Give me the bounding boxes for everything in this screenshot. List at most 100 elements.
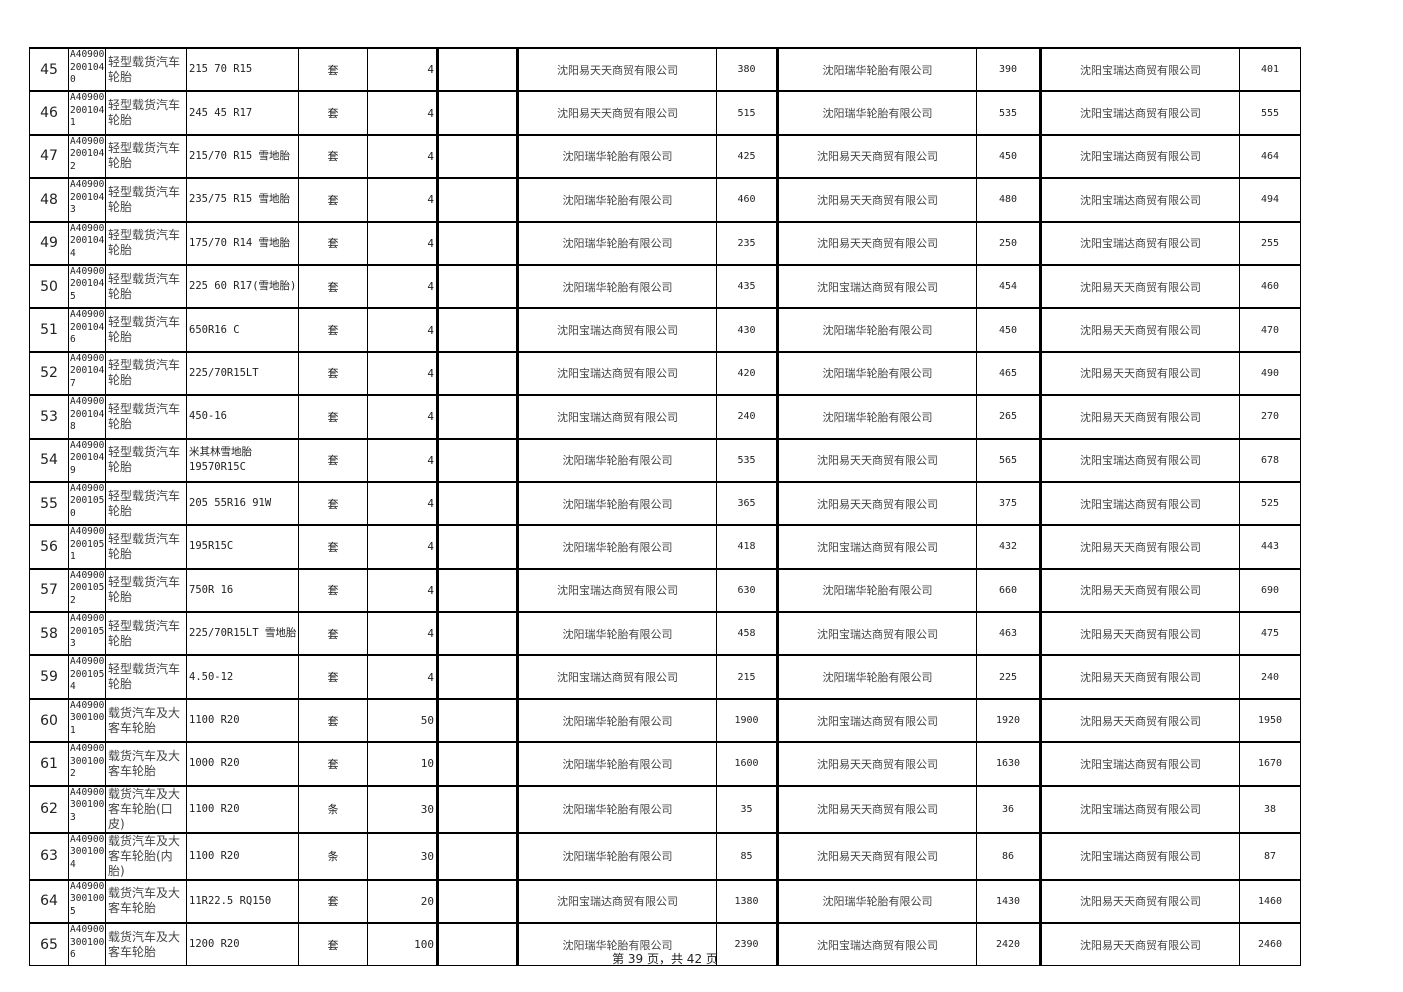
quantity: 4	[367, 524, 438, 570]
blank-cell	[436, 879, 518, 924]
table-row: 48 A409002001043 轻型载货汽车轮胎 235/75 R15 雪地胎套 4 沈…	[29, 177, 1301, 223]
supplier-1: 沈阳瑞华轮胎有限公司	[516, 741, 717, 787]
price-2: 432	[976, 524, 1041, 570]
price-3: 525	[1239, 481, 1301, 526]
item-code: A409002001049	[68, 438, 106, 483]
price-3: 270	[1239, 394, 1301, 440]
supplier-1: 沈阳易天天商贸有限公司	[516, 90, 717, 136]
supplier-2: 沈阳易天天商贸有限公司	[776, 741, 977, 787]
quantity: 50	[367, 698, 438, 743]
price-1: 458	[716, 611, 778, 656]
price-1: 1600	[716, 741, 778, 787]
row-number: 65	[29, 922, 69, 967]
item-name: 轻型载货汽车轮胎	[105, 568, 187, 613]
supplier-3: 沈阳宝瑞达商贸有限公司	[1039, 177, 1240, 223]
price-2: 660	[976, 568, 1041, 613]
quantity: 4	[367, 568, 438, 613]
row-number: 51	[29, 307, 69, 353]
price-3: 475	[1239, 611, 1301, 656]
unit: 套	[298, 177, 368, 223]
item-spec: 1200 R20	[186, 922, 299, 967]
price-2: 463	[976, 611, 1041, 656]
quantity: 4	[367, 394, 438, 440]
price-1: 85	[716, 832, 778, 881]
supplier-1: 沈阳宝瑞达商贸有限公司	[516, 351, 717, 396]
table-row: 54 A409002001049 轻型载货汽车轮胎 米其林雪地胎 19570R15C 套…	[29, 438, 1301, 483]
supplier-2: 沈阳瑞华轮胎有限公司	[776, 654, 977, 700]
quantity: 30	[367, 832, 438, 881]
row-number: 63	[29, 832, 69, 881]
price-3: 2460	[1239, 922, 1301, 967]
supplier-1: 沈阳宝瑞达商贸有限公司	[516, 307, 717, 353]
supplier-3: 沈阳宝瑞达商贸有限公司	[1039, 832, 1240, 881]
table-row: 58 A409002001053 轻型载货汽车轮胎 225/70R15LT 雪地胎套 4…	[29, 611, 1301, 656]
row-number: 46	[29, 90, 69, 136]
price-1: 215	[716, 654, 778, 700]
price-1: 35	[716, 785, 778, 834]
row-number: 60	[29, 698, 69, 743]
price-1: 365	[716, 481, 778, 526]
item-spec: 205 55R16 91W	[186, 481, 299, 526]
item-name: 轻型载货汽车轮胎	[105, 134, 187, 179]
supplier-2: 沈阳易天天商贸有限公司	[776, 832, 977, 881]
blank-cell	[436, 134, 518, 179]
table-row: 60 A409003001001 载货汽车及大客车轮胎 1100 R20 套 50 沈阳瑞华…	[29, 698, 1301, 743]
supplier-1: 沈阳瑞华轮胎有限公司	[516, 264, 717, 309]
item-spec: 1000 R20	[186, 741, 299, 787]
unit: 套	[298, 351, 368, 396]
supplier-1: 沈阳宝瑞达商贸有限公司	[516, 879, 717, 924]
unit: 套	[298, 90, 368, 136]
supplier-2: 沈阳瑞华轮胎有限公司	[776, 351, 977, 396]
price-1: 418	[716, 524, 778, 570]
price-2: 1630	[976, 741, 1041, 787]
item-name: 载货汽车及大客车轮胎	[105, 698, 187, 743]
quantity: 4	[367, 611, 438, 656]
price-1: 380	[716, 47, 778, 92]
unit: 套	[298, 307, 368, 353]
price-2: 450	[976, 307, 1041, 353]
item-code: A409002001044	[68, 221, 106, 266]
price-3: 490	[1239, 351, 1301, 396]
table-row: 53 A409002001048 轻型载货汽车轮胎 450-16 套 4 沈阳宝瑞达商贸有限…	[29, 394, 1301, 440]
price-3: 38	[1239, 785, 1301, 834]
item-name: 轻型载货汽车轮胎	[105, 47, 187, 92]
quantity: 4	[367, 351, 438, 396]
unit: 套	[298, 394, 368, 440]
item-name: 轻型载货汽车轮胎	[105, 307, 187, 353]
item-code: A409003001004	[68, 832, 106, 881]
supplier-3: 沈阳易天天商贸有限公司	[1039, 307, 1240, 353]
item-code: A409002001046	[68, 307, 106, 353]
price-1: 535	[716, 438, 778, 483]
price-2: 465	[976, 351, 1041, 396]
price-1: 430	[716, 307, 778, 353]
table-row: 61 A409003001002 载货汽车及大客车轮胎 1000 R20 套 10 沈阳瑞华…	[29, 741, 1301, 787]
supplier-3: 沈阳宝瑞达商贸有限公司	[1039, 741, 1240, 787]
supplier-1: 沈阳瑞华轮胎有限公司	[516, 611, 717, 656]
supplier-3: 沈阳宝瑞达商贸有限公司	[1039, 481, 1240, 526]
supplier-1: 沈阳瑞华轮胎有限公司	[516, 221, 717, 266]
blank-cell	[436, 785, 518, 834]
price-2: 1430	[976, 879, 1041, 924]
supplier-3: 沈阳易天天商贸有限公司	[1039, 654, 1240, 700]
price-1: 235	[716, 221, 778, 266]
price-2: 450	[976, 134, 1041, 179]
item-code: A409002001041	[68, 90, 106, 136]
supplier-1: 沈阳宝瑞达商贸有限公司	[516, 568, 717, 613]
row-number: 48	[29, 177, 69, 223]
table-row: 50 A409002001045 轻型载货汽车轮胎 225 60 R17(雪地胎) 套 4…	[29, 264, 1301, 309]
price-2: 250	[976, 221, 1041, 266]
item-name: 轻型载货汽车轮胎	[105, 90, 187, 136]
item-spec: 1100 R20	[186, 698, 299, 743]
supplier-3: 沈阳易天天商贸有限公司	[1039, 394, 1240, 440]
item-name: 轻型载货汽车轮胎	[105, 524, 187, 570]
supplier-1: 沈阳宝瑞达商贸有限公司	[516, 654, 717, 700]
unit: 套	[298, 568, 368, 613]
item-code: A409002001053	[68, 611, 106, 656]
blank-cell	[436, 611, 518, 656]
unit: 套	[298, 524, 368, 570]
supplier-1: 沈阳瑞华轮胎有限公司	[516, 832, 717, 881]
row-number: 50	[29, 264, 69, 309]
supplier-1: 沈阳易天天商贸有限公司	[516, 47, 717, 92]
item-name: 载货汽车及大客车轮胎	[105, 922, 187, 967]
item-name: 轻型载货汽车轮胎	[105, 177, 187, 223]
